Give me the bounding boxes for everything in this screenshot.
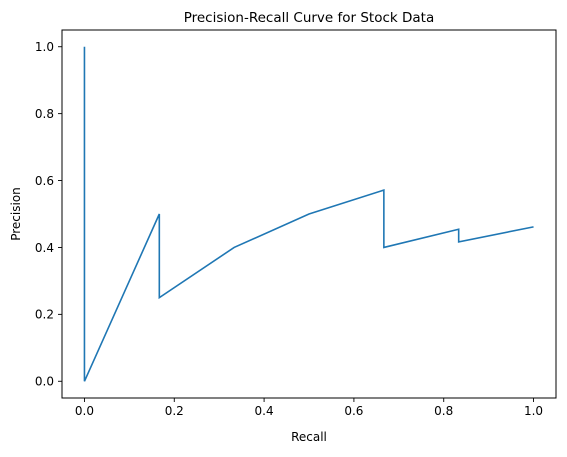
x-tick-label: 0.6 bbox=[344, 404, 363, 418]
x-axis-label: Recall bbox=[291, 430, 327, 444]
plot-layer bbox=[83, 46, 534, 382]
x-tick-label: 0.8 bbox=[434, 404, 453, 418]
x-tick-label: 0.4 bbox=[255, 404, 274, 418]
y-tick-label: 1.0 bbox=[35, 40, 54, 54]
y-axis: 0.0 0.2 0.4 0.6 0.8 1.0 bbox=[35, 40, 62, 389]
series-line bbox=[83, 46, 534, 382]
y-tick-label: 0.2 bbox=[35, 308, 54, 322]
x-tick-label: 0.0 bbox=[75, 404, 94, 418]
x-tick-label: 1.0 bbox=[524, 404, 543, 418]
chart-title: Precision-Recall Curve for Stock Data bbox=[184, 10, 435, 26]
y-tick-label: 0.6 bbox=[35, 174, 54, 188]
y-tick-label: 0.8 bbox=[35, 107, 54, 121]
x-axis: 0.0 0.2 0.4 0.6 0.8 1.0 bbox=[75, 398, 543, 418]
y-tick-label: 0.0 bbox=[35, 375, 54, 389]
plot-frame bbox=[61, 29, 557, 399]
y-axis-label: Precision bbox=[9, 187, 23, 241]
x-tick-label: 0.2 bbox=[165, 404, 184, 418]
y-tick-label: 0.4 bbox=[35, 241, 54, 255]
